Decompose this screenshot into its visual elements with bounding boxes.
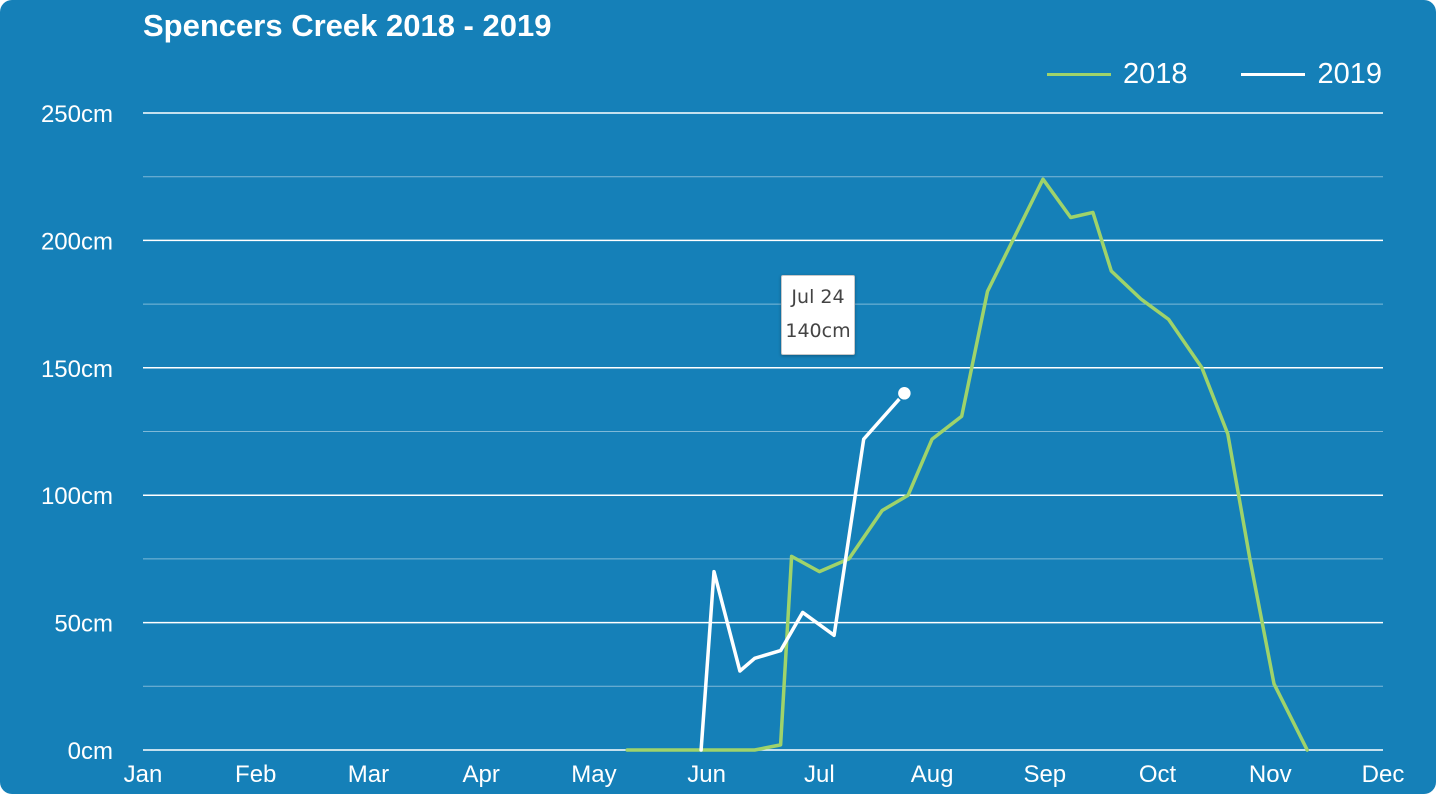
- x-tick-label: Feb: [235, 761, 276, 788]
- data-tooltip: Jul 24 140cm: [781, 275, 855, 355]
- legend-swatch-2018: [1046, 73, 1111, 76]
- highlight-point: [896, 385, 913, 402]
- x-tick-label: Aug: [911, 761, 954, 788]
- chart-title: Spencers Creek 2018 - 2019: [143, 8, 552, 43]
- tooltip-value: 140cm: [785, 320, 851, 342]
- series-line-2018: [625, 177, 1309, 752]
- y-tick-label: 100cm: [41, 483, 113, 510]
- legend-item-2018[interactable]: 2018: [1046, 58, 1188, 91]
- y-tick-label: 150cm: [41, 356, 113, 383]
- chart-legend: 2018 2019: [993, 58, 1382, 91]
- legend-label-2019: 2019: [1317, 58, 1382, 90]
- legend-swatch-2019: [1241, 73, 1306, 76]
- x-tick-label: Sep: [1023, 761, 1066, 788]
- y-tick-label: 250cm: [41, 101, 113, 128]
- legend-item-2019[interactable]: 2019: [1241, 58, 1382, 91]
- x-tick-label: Dec: [1362, 761, 1405, 788]
- x-tick-label: Oct: [1139, 761, 1177, 788]
- x-tick-label: Jun: [687, 761, 726, 788]
- y-tick-label: 0cm: [68, 738, 113, 765]
- x-tick-label: Apr: [463, 761, 500, 788]
- tooltip-date: Jul 24: [791, 286, 845, 308]
- x-tick-label: Jan: [124, 761, 163, 788]
- series-line-2019: [699, 391, 907, 752]
- x-tick-label: May: [571, 761, 616, 788]
- x-tick-label: Mar: [348, 761, 389, 788]
- x-tick-label: Jul: [804, 761, 835, 788]
- legend-label-2018: 2018: [1122, 58, 1188, 90]
- x-tick-label: Nov: [1249, 761, 1292, 788]
- y-tick-label: 200cm: [41, 228, 113, 255]
- y-tick-label: 50cm: [54, 611, 113, 638]
